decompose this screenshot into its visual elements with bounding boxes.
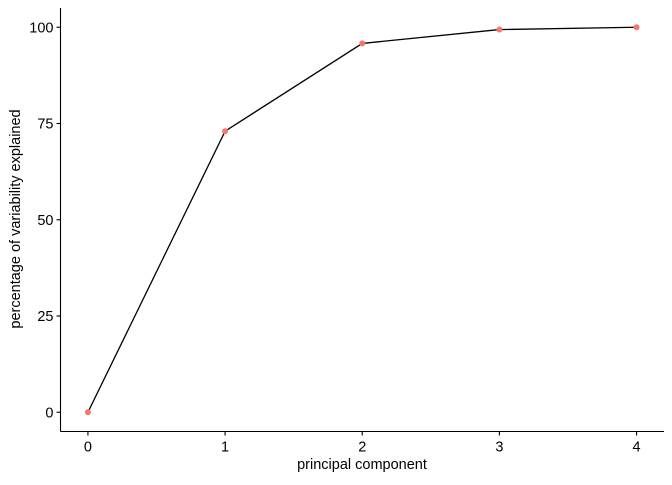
y-axis-ticks: 0 25 50 75 100 (29, 20, 61, 421)
x-tick-label: 2 (358, 440, 366, 456)
data-point (359, 40, 366, 47)
y-axis-title: percentage of variability explained (8, 109, 24, 328)
x-axis-ticks: 0 1 2 3 4 (84, 431, 641, 456)
data-point (222, 128, 229, 135)
data-point (84, 409, 91, 416)
axes (59, 8, 664, 433)
x-tick-label: 0 (84, 440, 92, 456)
data-point (496, 26, 503, 33)
y-tick-label: 100 (29, 20, 53, 36)
series (84, 24, 640, 416)
series-line (87, 26, 637, 413)
y-tick-label: 75 (37, 117, 53, 133)
x-tick-label: 4 (633, 440, 641, 456)
x-axis-title: principal component (297, 457, 427, 473)
y-tick-label: 50 (37, 213, 53, 229)
y-tick-label: 25 (37, 309, 53, 325)
x-tick-label: 1 (221, 440, 229, 456)
y-tick-label: 0 (45, 405, 53, 421)
x-tick-label: 3 (495, 440, 503, 456)
data-point (633, 24, 640, 31)
